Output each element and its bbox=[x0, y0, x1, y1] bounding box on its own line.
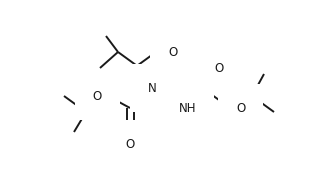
Text: NH: NH bbox=[179, 101, 197, 115]
Text: O: O bbox=[236, 101, 245, 115]
Text: N: N bbox=[148, 82, 156, 94]
Text: O: O bbox=[168, 46, 177, 58]
Text: O: O bbox=[93, 89, 102, 103]
Text: O: O bbox=[125, 138, 135, 151]
Text: O: O bbox=[214, 62, 223, 74]
